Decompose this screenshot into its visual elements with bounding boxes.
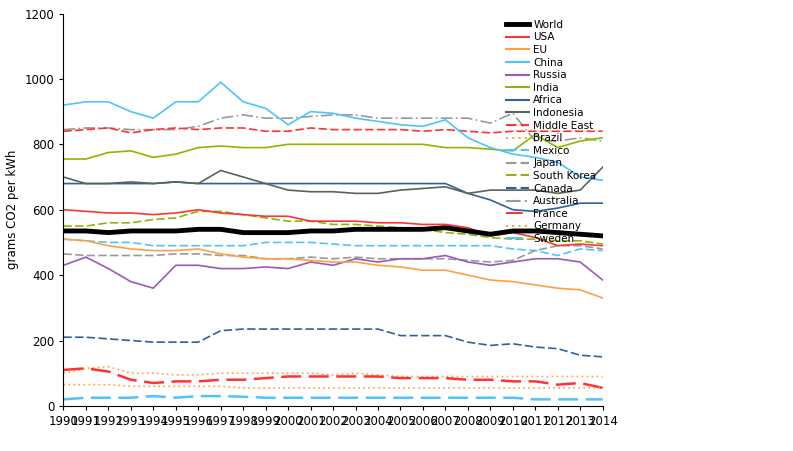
Y-axis label: grams CO2 per kWh: grams CO2 per kWh bbox=[6, 150, 19, 269]
Legend: World, USA, EU, China, Russia, India, Africa, Indonesia, Middle East, Brazil, Me: World, USA, EU, China, Russia, India, Af… bbox=[505, 19, 597, 245]
